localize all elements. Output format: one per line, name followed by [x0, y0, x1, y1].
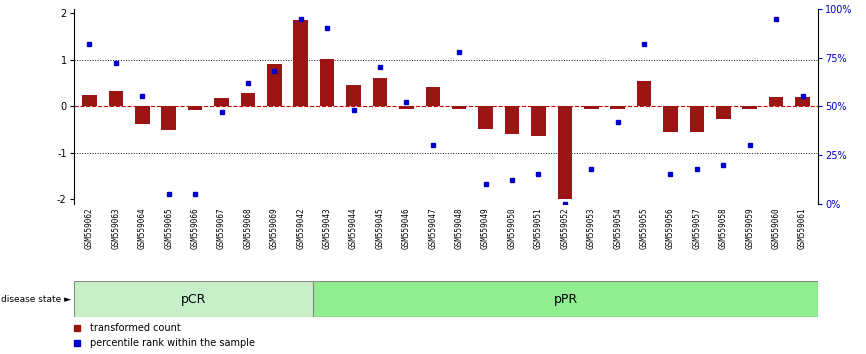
- Bar: [188, 106, 203, 110]
- Text: GSM559051: GSM559051: [534, 207, 543, 249]
- Text: pCR: pCR: [181, 293, 206, 306]
- Text: GSM559058: GSM559058: [719, 207, 727, 249]
- Text: GSM559047: GSM559047: [429, 207, 437, 249]
- Bar: [769, 97, 784, 106]
- Bar: [320, 59, 334, 106]
- Text: GSM559056: GSM559056: [666, 207, 675, 249]
- Bar: [267, 64, 281, 106]
- Text: GSM559063: GSM559063: [112, 207, 120, 249]
- Text: GSM559044: GSM559044: [349, 207, 358, 249]
- Bar: [716, 106, 731, 119]
- Text: GSM559060: GSM559060: [772, 207, 780, 249]
- Text: GSM559064: GSM559064: [138, 207, 146, 249]
- Text: GSM559067: GSM559067: [217, 207, 226, 249]
- Bar: [584, 106, 598, 109]
- Text: GSM559061: GSM559061: [798, 207, 807, 249]
- Text: GSM559065: GSM559065: [165, 207, 173, 249]
- Bar: [795, 97, 810, 106]
- FancyBboxPatch shape: [313, 281, 818, 317]
- Text: GSM559048: GSM559048: [455, 207, 463, 249]
- Text: transformed count: transformed count: [90, 323, 181, 333]
- Text: GSM559055: GSM559055: [640, 207, 649, 249]
- Bar: [82, 95, 97, 106]
- Bar: [346, 85, 361, 106]
- Bar: [241, 93, 255, 106]
- Bar: [531, 106, 546, 136]
- Text: GSM559043: GSM559043: [323, 207, 332, 249]
- Text: pPR: pPR: [553, 293, 578, 306]
- Text: GSM559062: GSM559062: [85, 207, 94, 249]
- Bar: [558, 106, 572, 199]
- Bar: [663, 106, 678, 132]
- Bar: [742, 106, 757, 109]
- Text: GSM559042: GSM559042: [296, 207, 305, 249]
- Bar: [478, 106, 493, 129]
- Text: GSM559057: GSM559057: [693, 207, 701, 249]
- Bar: [452, 106, 467, 109]
- Text: GSM559052: GSM559052: [560, 207, 569, 249]
- Text: GSM559045: GSM559045: [376, 207, 385, 249]
- Bar: [689, 106, 704, 132]
- Bar: [505, 106, 520, 134]
- Text: GSM559046: GSM559046: [402, 207, 410, 249]
- Bar: [637, 81, 651, 106]
- Text: GSM559050: GSM559050: [507, 207, 516, 249]
- Bar: [372, 78, 387, 106]
- Text: GSM559059: GSM559059: [746, 207, 754, 249]
- Text: percentile rank within the sample: percentile rank within the sample: [90, 338, 255, 348]
- Text: GSM559053: GSM559053: [587, 207, 596, 249]
- Bar: [425, 87, 440, 106]
- Bar: [611, 106, 625, 109]
- Bar: [161, 106, 176, 130]
- Text: GSM559066: GSM559066: [191, 207, 199, 249]
- Text: GSM559049: GSM559049: [481, 207, 490, 249]
- Bar: [399, 106, 414, 109]
- Bar: [294, 21, 308, 106]
- Bar: [108, 91, 123, 106]
- Bar: [214, 98, 229, 106]
- Text: GSM559069: GSM559069: [270, 207, 279, 249]
- Text: GSM559054: GSM559054: [613, 207, 622, 249]
- Text: GSM559068: GSM559068: [243, 207, 252, 249]
- FancyBboxPatch shape: [74, 281, 313, 317]
- Text: disease state ►: disease state ►: [1, 295, 71, 304]
- Bar: [135, 106, 150, 124]
